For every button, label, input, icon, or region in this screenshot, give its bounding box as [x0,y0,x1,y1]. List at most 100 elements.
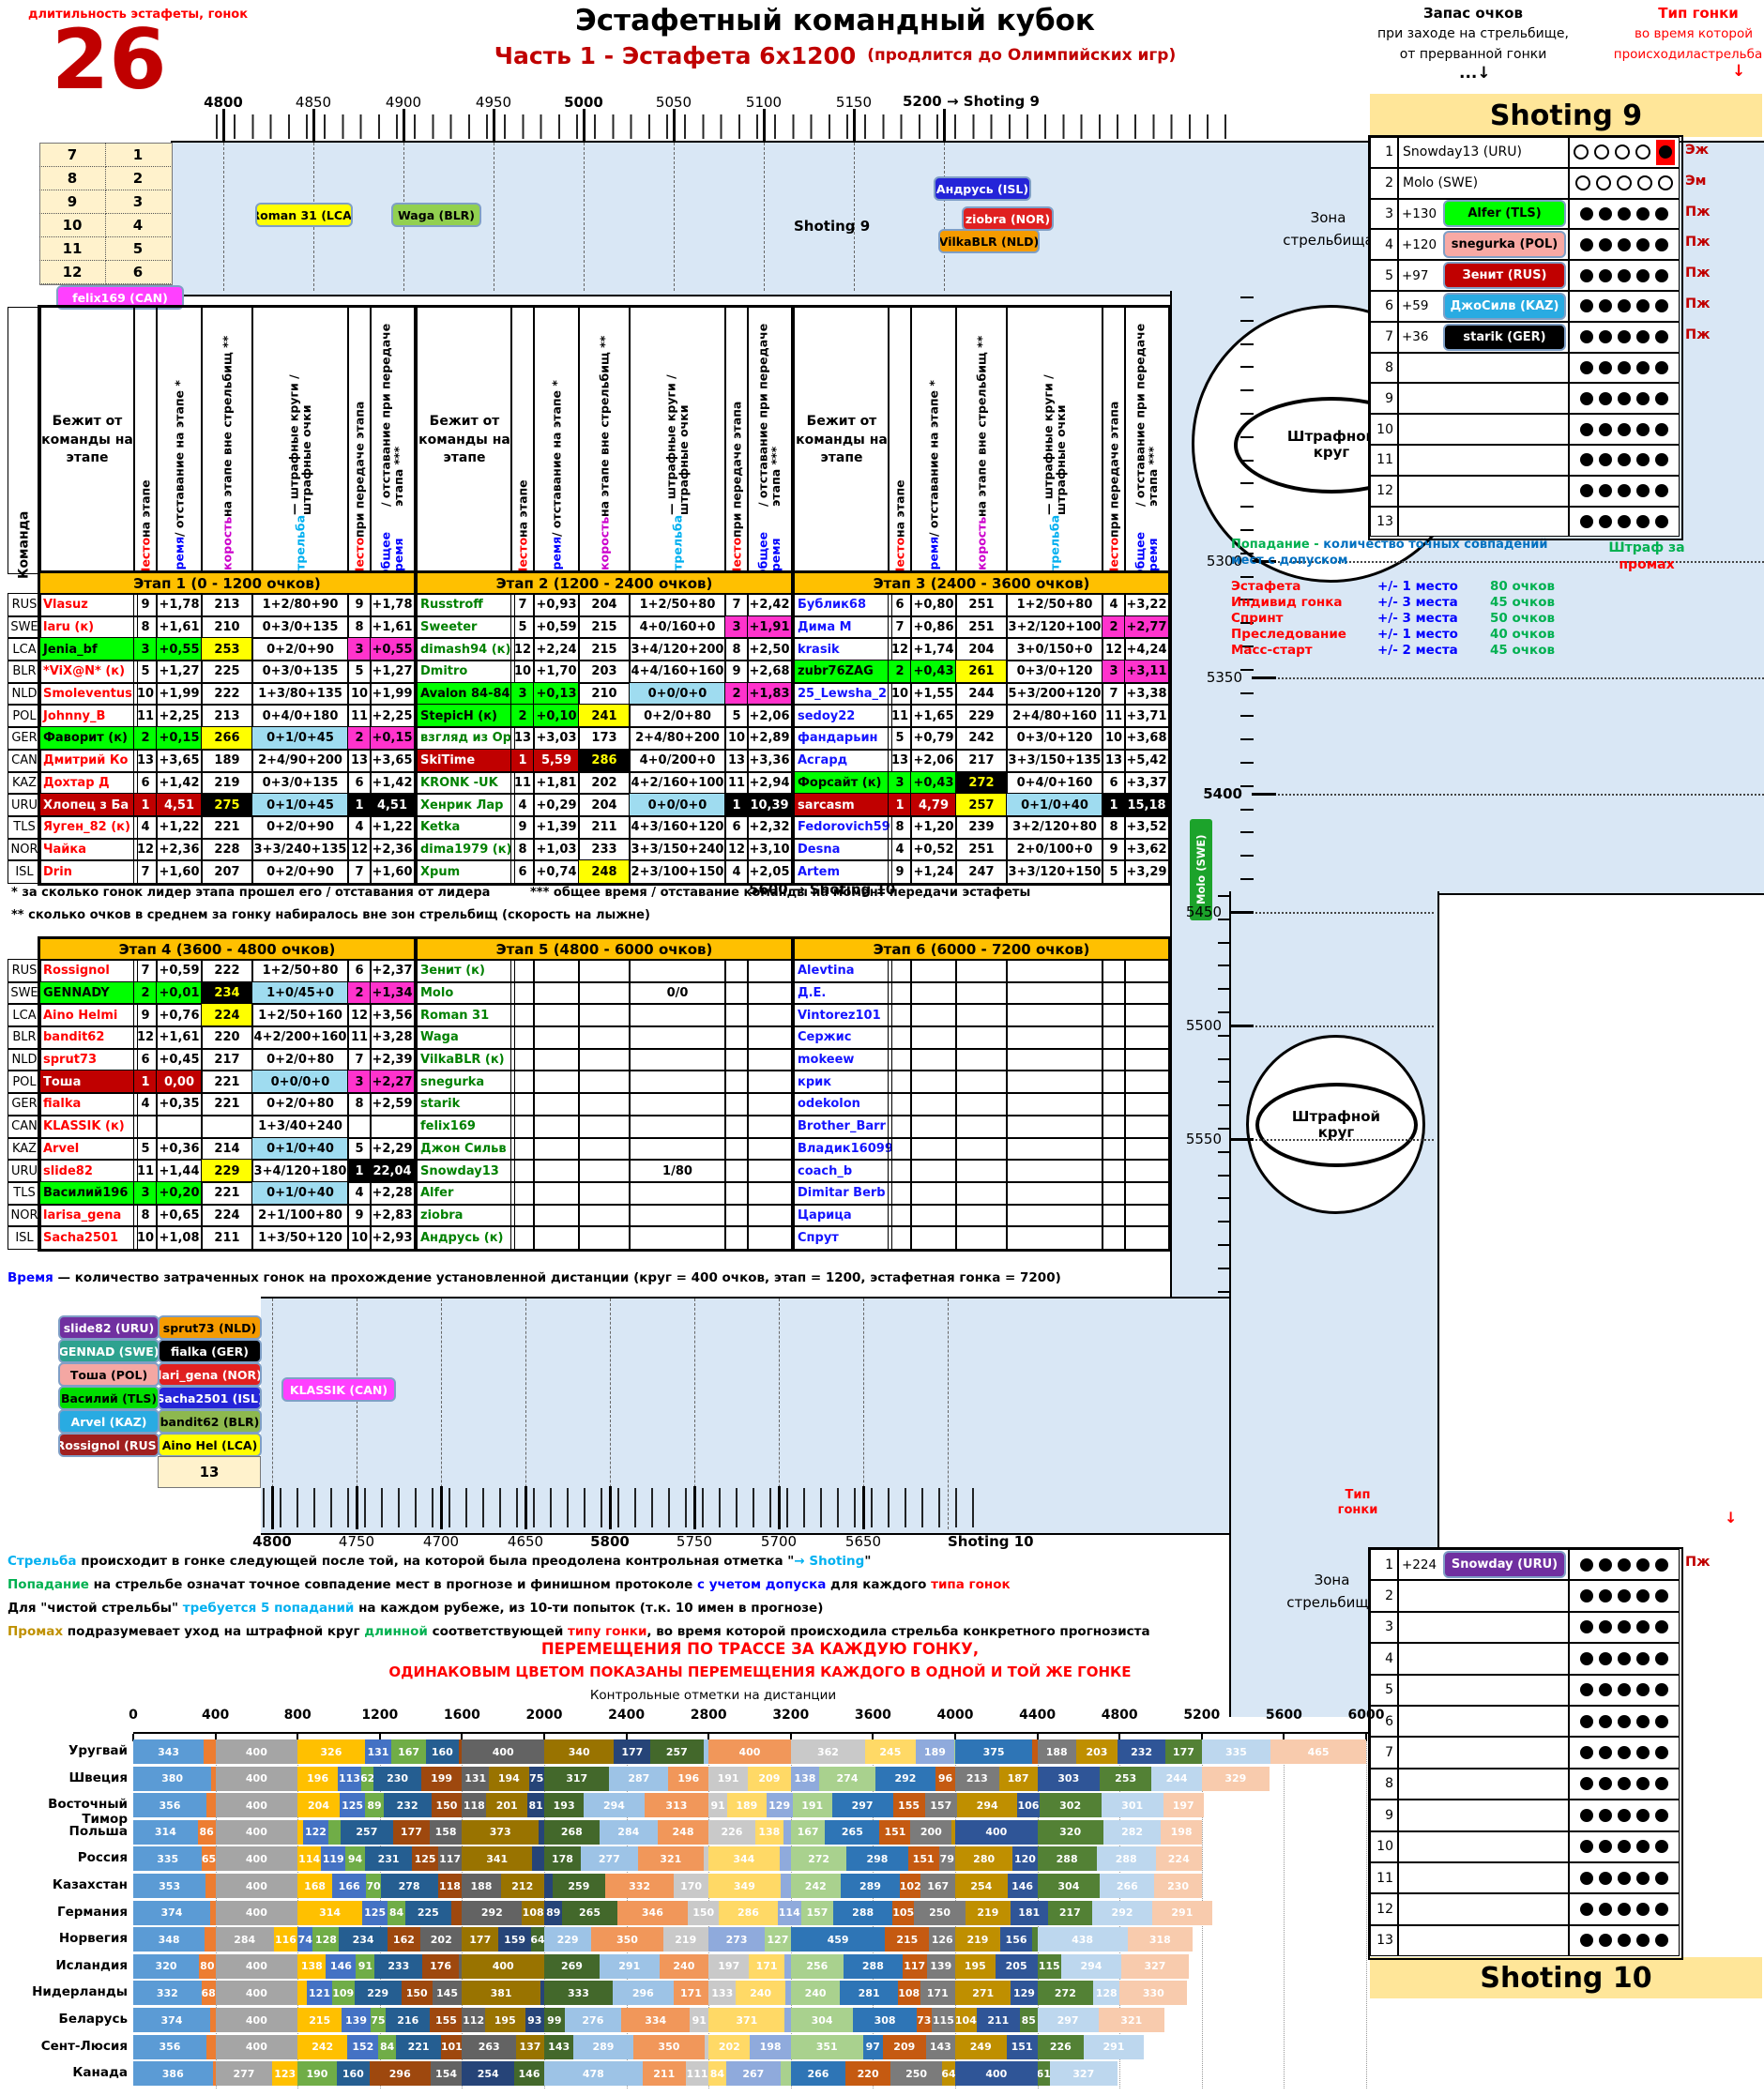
table-cell: 8 [510,837,535,862]
chart-segment: 215 [885,1927,930,1952]
chart-segment: 213 [955,1766,999,1791]
chart-segment: 245 [865,1739,916,1764]
chart-segment-value: 137 [519,2041,541,2054]
chart-segment: 351 [790,2034,863,2059]
chart-segment: 284 [599,1819,658,1845]
table-cell: +2,50 [747,637,792,662]
chart-segment [205,1927,216,1952]
table-cell: +1,91 [747,615,792,640]
table-cell [1102,1003,1126,1028]
chart-segment: 167 [391,1739,426,1764]
table-cell: 4,51 [370,793,415,817]
table-cell: 12 [133,1025,158,1050]
chart-segment-value: 152 [352,2041,374,2054]
table-cell: 0+2/0+90 [251,814,349,840]
chart-segment-value: 177 [400,1826,422,1839]
chart-segment-value: 400 [985,1826,1008,1839]
chart-segment: 400 [708,1739,791,1764]
table-cell: 1/80 [629,1159,726,1183]
table-cell [1006,1047,1103,1072]
table-cell: 10 [133,1225,158,1250]
chart-segment-value: 229 [367,1986,389,1999]
table-cell: 3+3/240+135 [251,837,349,862]
chart-segment-value: 292 [894,1772,917,1785]
chart-segment-value: 146 [1011,1879,1034,1892]
chart-segment: 84 [708,2061,726,2087]
table-cell: 257 [955,793,1008,817]
table-cell: +0,65 [156,1203,203,1228]
table-cell: 9 [347,593,372,617]
chart-segment [209,1900,216,1925]
table-cell [578,1180,631,1206]
table-cell: +1,83 [747,681,792,706]
chart-segment: 273 [708,1927,765,1952]
text-segment: Промах [8,1624,64,1639]
table-cell: 248 [578,859,631,884]
start-positions-cell: 11 [39,236,106,261]
chart-segment-value: 400 [492,1960,514,1973]
text-segment: → Shoting [794,1554,865,1569]
chart-segment-value: 203 [1086,1745,1108,1758]
table-cell: 12 [347,837,372,862]
miss-circle-icon [1596,175,1611,191]
chart-segment-value: 346 [641,1906,663,1920]
table-cell: 3 [133,1180,158,1206]
table-cell: Ketka [417,814,515,840]
hit-dot-icon [1618,1557,1631,1572]
footnote-2: *** общее время / отставание команды на … [530,886,1031,900]
hit-dot-icon [1636,1871,1650,1885]
table-cell: starik [417,1092,515,1116]
chart-row-label: Нидерланды [32,1984,128,2000]
chart-segment: 244 [1151,1766,1202,1791]
table-cell [578,1203,631,1228]
hit-dot-icon [1655,1589,1668,1603]
chart-segment-value: 329 [1224,1772,1247,1785]
chart-segment: 75 [528,1766,544,1791]
chart-segment: 211 [642,2061,686,2087]
chart-segment-value: 70 [366,1879,381,1892]
hit-dot-icon [1618,514,1631,528]
table-cell [910,1225,957,1250]
table-cell [747,980,792,1006]
table-frame [38,570,417,886]
table-cell: Хлопец з Ба [39,793,138,817]
chart-segment-value: 291 [1171,1906,1194,1920]
table-cell [1006,1159,1103,1183]
hit-dot-icon [1636,484,1650,498]
legend-race-type: Масс-старт [1231,643,1313,658]
country-cell: SWE [8,615,41,640]
chart-axis-tick [1283,1734,1285,1741]
hit-dot-icon [1655,1871,1668,1885]
hit-dot-icon [1599,330,1612,344]
chart-segment: 276 [564,2008,622,2032]
chart-segment-value: 438 [1072,1933,1094,1946]
chart-segment-value: 240 [673,1960,695,1973]
top-major-tick [403,109,405,141]
chart-segment: 373 [462,1819,540,1845]
chart-segment-value: 190 [306,2067,328,2080]
chart-segment: 181 [1010,1900,1048,1925]
country-cell: NOR [8,1203,41,1228]
table-cell: Russtroff [417,593,515,617]
chart-segment-value: 277 [598,1852,620,1865]
hit-dot-icon [1618,237,1631,251]
chart-segment: 79 [938,1846,955,1872]
table-cell: Сержис [794,1025,892,1050]
chart-segment-value: 400 [492,1745,514,1758]
finish-label: Василий (TLS) [58,1386,160,1410]
table-cell: 220 [201,1025,253,1050]
chart-segment: 288 [1096,1846,1156,1872]
country-header: Команда [8,307,41,579]
chart-segment: 400 [215,1793,298,1818]
chart-segment-value: 229 [556,1933,579,1946]
chart-row-label: Беларусь [58,2012,128,2027]
chart-segment-value: 157 [806,1906,829,1920]
start-positions-cell: 4 [105,213,171,237]
shoting-row-number: 10 [1370,1830,1398,1862]
chart-segment: 318 [1127,1927,1194,1952]
shoting-racetype: Пж [1685,1555,1711,1570]
chart-segment: 314 [133,1819,198,1845]
shoting-row-name: +59 ДжоСилв (KAZ) [1398,291,1569,322]
chart-segment-value: 321 [660,1852,682,1865]
chart-segment-value: 269 [560,1960,583,1973]
